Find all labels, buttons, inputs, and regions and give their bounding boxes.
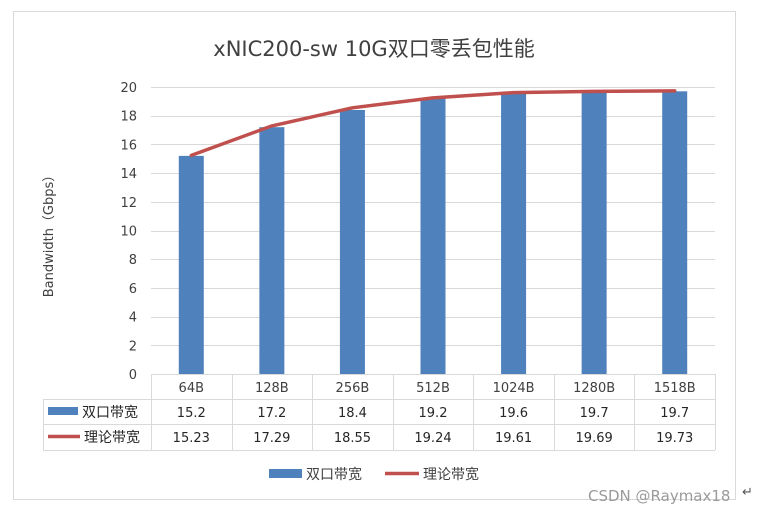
y-tick-label: 0 bbox=[129, 368, 137, 383]
bar-512B bbox=[420, 98, 446, 374]
legend-label: 双口带宽 bbox=[306, 466, 362, 483]
category-label: 256B bbox=[336, 381, 370, 396]
table-cell: 19.7 bbox=[660, 406, 689, 421]
y-tick-label: 16 bbox=[120, 138, 137, 153]
legend-key-bar bbox=[269, 469, 302, 478]
y-tick-label: 8 bbox=[129, 253, 137, 268]
table-cell: 18.4 bbox=[338, 406, 367, 421]
chart-title: xNIC200-sw 10G双口零丢包性能 bbox=[213, 37, 534, 61]
bar-1024B bbox=[501, 92, 527, 375]
category-label: 1518B bbox=[654, 381, 696, 396]
y-tick-label: 6 bbox=[129, 282, 137, 297]
y-tick-label: 4 bbox=[129, 311, 137, 326]
bar-128B bbox=[259, 127, 285, 375]
legend-label: 理论带宽 bbox=[423, 466, 479, 483]
table-cell: 19.73 bbox=[656, 431, 693, 446]
y-tick-label: 12 bbox=[120, 196, 137, 211]
category-label: 512B bbox=[416, 381, 450, 396]
table-cell: 19.24 bbox=[414, 431, 451, 446]
category-label: 64B bbox=[179, 381, 204, 396]
y-tick-label: 10 bbox=[120, 225, 137, 240]
corner-mark: ↵ bbox=[742, 485, 753, 500]
table-cell: 19.69 bbox=[576, 431, 613, 446]
table-row-label: 双口带宽 bbox=[82, 404, 138, 421]
bar-256B bbox=[339, 109, 365, 375]
table-cell: 19.2 bbox=[419, 406, 448, 421]
y-tick-label: 18 bbox=[120, 110, 137, 125]
y-axis-label: Bandwidth（Gbps） bbox=[42, 169, 57, 298]
table-cell: 19.6 bbox=[499, 406, 528, 421]
bar-1518B bbox=[662, 91, 688, 375]
table-cell: 19.7 bbox=[580, 406, 609, 421]
watermark: CSDN @Raymax18 bbox=[588, 487, 730, 505]
bar-64B bbox=[178, 155, 204, 374]
y-tick-label: 14 bbox=[120, 167, 137, 182]
line-series bbox=[189, 89, 677, 158]
bar-1280B bbox=[581, 91, 607, 375]
category-label: 128B bbox=[255, 381, 289, 396]
bar-series bbox=[178, 91, 688, 375]
table-row-label: 理论带宽 bbox=[84, 429, 140, 446]
y-tick-label: 2 bbox=[129, 339, 137, 354]
category-label: 1280B bbox=[573, 381, 615, 396]
table-key-bar bbox=[48, 407, 78, 415]
table-cell: 15.23 bbox=[173, 431, 210, 446]
table-cell: 15.2 bbox=[177, 406, 206, 421]
y-axis-ticks: 0 2 4 6 8 10 12 14 16 18 20 bbox=[120, 81, 137, 383]
table-cell: 19.61 bbox=[495, 431, 532, 446]
table-cell: 17.29 bbox=[253, 431, 290, 446]
category-label: 1024B bbox=[493, 381, 535, 396]
table-cell: 17.2 bbox=[257, 406, 286, 421]
legend: 双口带宽 理论带宽 bbox=[269, 466, 479, 483]
y-tick-label: 20 bbox=[120, 81, 137, 96]
table-cell: 18.55 bbox=[334, 431, 371, 446]
